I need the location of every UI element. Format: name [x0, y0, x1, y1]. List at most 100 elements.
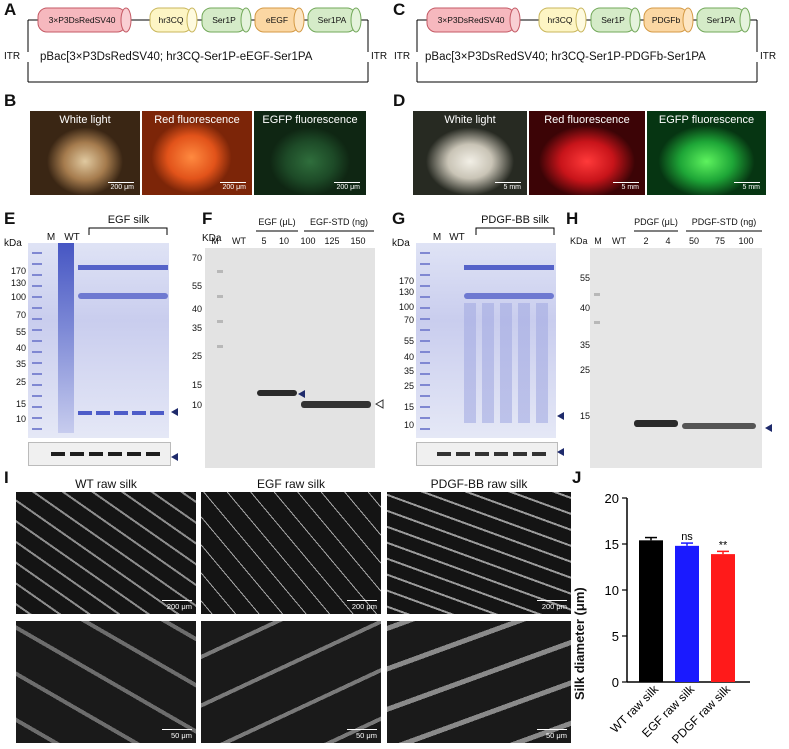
panel-label-d: D — [393, 91, 406, 110]
photo-white-light-d: White light 5 mm — [413, 111, 527, 195]
photo-caption: White light — [444, 114, 496, 126]
western-blot-f — [205, 248, 375, 468]
itr-left-label: ITR — [4, 51, 21, 62]
tick-h: 25 — [579, 365, 590, 375]
panel-label-i: I — [4, 468, 9, 487]
construct-diagram-egf — [27, 7, 369, 83]
y-tick-label: 10 — [605, 583, 619, 598]
band-arrows-f — [298, 390, 384, 409]
group-bracket-g — [475, 227, 555, 235]
gel-strip-g — [416, 442, 558, 466]
y-tick-label: 15 — [605, 537, 619, 552]
tick-g: 130 — [398, 287, 414, 297]
scale-bar: 50 μm — [162, 729, 192, 740]
band-arrows-g — [557, 412, 564, 456]
element-label: eEGF — [265, 15, 289, 25]
panel-label-g: G — [392, 209, 406, 228]
element-label: 3×P3DsRedSV40 — [48, 15, 116, 25]
panel-label-c: C — [393, 0, 406, 19]
photo-red-fluorescence-d: Red fluorescence 5 mm — [529, 111, 645, 195]
sem-pdgf-high-mag: 50 μm — [387, 621, 571, 743]
significance-label: ** — [719, 539, 728, 551]
lane-m-g: M — [432, 232, 442, 243]
photo-red-fluorescence-b: Red fluorescence 200 μm — [142, 111, 252, 195]
significance-label: ns — [681, 531, 693, 543]
group-underlines-h — [634, 230, 762, 232]
tick-f: 15 — [191, 380, 202, 390]
scale-bar: 5 mm — [734, 182, 761, 191]
group1-label-f: EGF (μL) — [258, 217, 296, 227]
tick-e: 70 — [15, 310, 26, 320]
lane-wt-f: WT — [232, 236, 246, 246]
sem-wt-high-mag: 50 μm — [16, 621, 196, 743]
tick-g: 40 — [403, 352, 414, 362]
element-eegf — [254, 7, 305, 33]
coomassie-gel-e — [28, 243, 169, 438]
tick-g: 10 — [403, 420, 414, 430]
lane-f: 100 — [300, 236, 316, 246]
element-label: Ser1P — [601, 15, 625, 25]
y-tick-label: 20 — [605, 491, 619, 506]
itr-right-label: ITR — [760, 51, 777, 62]
tick-g: 100 — [398, 302, 414, 312]
lane-h: 100 — [738, 236, 754, 246]
scale-bar: 5 mm — [495, 182, 522, 191]
group-bracket-e — [88, 227, 168, 235]
photo-caption: EGFP fluorescence — [262, 114, 358, 126]
element-label: 3×P3DsRedSV40 — [437, 15, 505, 25]
tick-e: 100 — [10, 292, 26, 302]
coomassie-gel-g — [416, 243, 556, 438]
group-label-e: EGF silk — [107, 214, 150, 226]
kda-label-h: KDa — [570, 236, 588, 246]
panel-label-e: E — [4, 209, 16, 228]
lane-m-f: M — [211, 236, 219, 246]
tick-f: 10 — [191, 400, 202, 410]
tick-e: 25 — [15, 377, 26, 387]
tick-e: 55 — [15, 327, 26, 337]
panel-label-b: B — [4, 91, 17, 110]
tick-g: 55 — [403, 336, 414, 346]
element-ser1p — [201, 7, 252, 33]
photo-caption: Red fluorescence — [154, 114, 240, 126]
tick-h: 15 — [579, 411, 590, 421]
tick-f: 25 — [191, 351, 202, 361]
photo-white-light-b: White light 200 μm — [30, 111, 140, 195]
lane-h: 50 — [688, 236, 699, 246]
scale-bar: 50 μm — [347, 729, 377, 740]
bar — [711, 554, 735, 682]
photo-caption: Red fluorescence — [544, 114, 630, 126]
lane-f: 150 — [350, 236, 366, 246]
lane-f: 10 — [278, 236, 289, 246]
y-tick-label: 0 — [612, 675, 619, 690]
scale-bar: 200 μm — [334, 182, 361, 191]
scale-bar: 200 μm — [162, 600, 192, 611]
tick-e: 130 — [10, 278, 26, 288]
band-arrow-h — [765, 424, 772, 432]
y-tick-label: 5 — [612, 629, 619, 644]
tick-h: 55 — [579, 273, 590, 283]
bar — [639, 540, 663, 682]
tick-f: 55 — [191, 281, 202, 291]
construct-diagram-pdgf — [416, 7, 758, 83]
band-arrows-e — [171, 408, 178, 461]
photo-caption: White light — [59, 114, 111, 126]
tick-e: 40 — [15, 343, 26, 353]
panel-label-f: F — [202, 209, 213, 228]
group2-label-h: PDGF-STD (ng) — [691, 217, 757, 227]
tick-g: 70 — [403, 315, 414, 325]
bar — [675, 545, 699, 682]
itr-right-label: ITR — [371, 51, 388, 62]
lane-f: 5 — [261, 236, 267, 246]
tick-h: 40 — [579, 303, 590, 313]
element-label: hr3CQ — [158, 15, 184, 25]
lane-h: 2 — [643, 236, 649, 246]
sem-wt-low-mag: 200 μm — [16, 492, 196, 614]
y-axis-label: Silk diameter (μm) — [572, 587, 587, 700]
group-label-g: PDGF-BB silk — [481, 214, 549, 226]
lane-m-h: M — [594, 236, 602, 246]
photo-egfp-fluorescence-b: EGFP fluorescence 200 μm — [254, 111, 366, 195]
western-blot-h — [590, 248, 762, 468]
tick-h: 35 — [579, 340, 590, 350]
sem-column-title: PDGF-BB raw silk — [430, 477, 528, 491]
kda-label-e: kDa — [4, 238, 22, 249]
